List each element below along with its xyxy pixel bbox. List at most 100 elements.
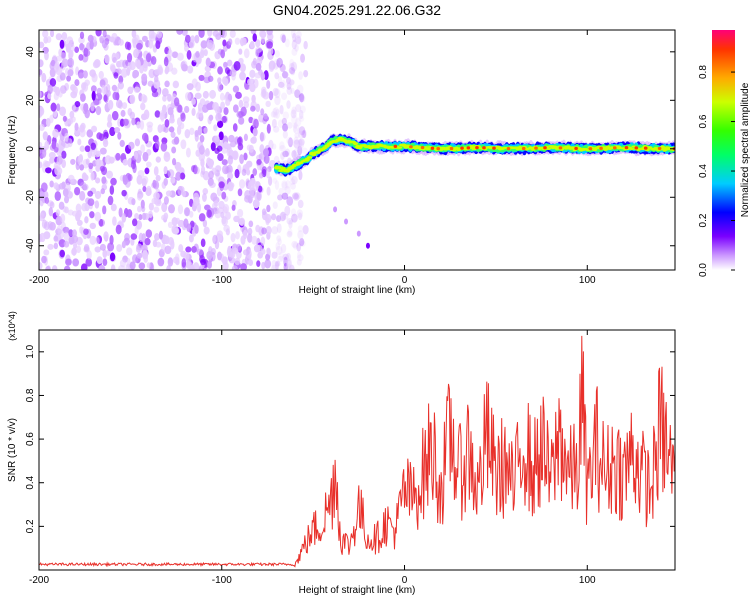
noise-speckle [235,231,240,240]
noise-speckle [297,212,303,221]
noise-speckle [222,164,229,175]
noise-speckle [68,229,74,238]
noise-speckle [217,153,224,162]
noise-speckle [212,30,220,37]
noise-speckle [222,203,230,214]
noise-speckle [172,158,177,166]
noise-speckle [191,98,196,105]
noise-speckle [249,40,255,49]
noise-speckle [238,217,246,227]
noise-speckle [261,208,267,216]
noise-speckle [223,141,229,150]
stray-point [344,218,349,225]
noise-speckle [41,255,47,264]
noise-speckle [166,62,174,72]
noise-speckle [227,38,233,46]
noise-speckle [297,138,303,149]
noise-speckle [265,225,272,235]
noise-speckle [280,63,286,71]
noise-speckle [59,106,67,117]
noise-speckle [294,192,301,200]
noise-speckle [83,102,89,113]
trace-peak [624,146,629,150]
noise-speckle [147,125,153,133]
noise-speckle [266,123,271,134]
noise-speckle [49,201,55,209]
noise-speckle [241,37,247,46]
noise-speckle [173,136,180,145]
noise-speckle [161,214,167,221]
trace-mark [352,142,359,146]
noise-speckle [122,118,129,126]
noise-speckle [222,39,227,47]
trace-peak [543,146,547,150]
noise-speckle [268,139,274,150]
noise-speckle [186,83,194,91]
noise-speckle [251,136,257,144]
noise-speckle [145,53,152,63]
noise-speckle [120,109,126,117]
noise-speckle [273,111,279,119]
noise-speckle [294,89,301,99]
noise-speckle [101,39,108,49]
noise-speckle [132,218,138,227]
trace-peak [449,146,454,151]
noise-speckle [41,219,48,229]
noise-speckle [271,213,277,221]
noise-speckle [247,233,253,243]
noise-speckle [136,243,143,251]
noise-speckle [48,151,56,159]
noise-speckle [49,180,54,188]
noise-speckle [295,36,302,45]
noise-speckle [279,144,286,152]
noise-speckle [232,104,239,113]
noise-speckle [232,123,238,132]
stray-point [365,242,370,249]
noise-speckle [294,35,302,45]
trace-peak [430,146,435,150]
noise-speckle [234,257,241,266]
noise-speckle [298,138,305,146]
noise-speckle [57,229,65,239]
noise-speckle [281,181,288,191]
noise-speckle [290,68,296,76]
noise-speckle [265,168,270,179]
noise-speckle [43,249,50,256]
noise-speckle [90,101,95,112]
noise-speckle [184,129,191,139]
noise-speckle [132,38,137,49]
noise-speckle [250,105,256,112]
noise-speckle [198,213,206,222]
noise-speckle [126,209,133,218]
noise-speckle [99,147,107,155]
noise-speckle [212,102,219,111]
noise-speckle [39,233,43,243]
noise-speckle [199,134,205,143]
noise-speckle [267,176,273,186]
noise-speckle [87,190,94,197]
noise-speckle [195,50,200,58]
trace-peak [521,146,526,151]
noise-speckle [265,253,271,261]
noise-speckle [302,224,309,235]
noise-speckle [257,185,263,193]
noise-speckle [260,236,266,246]
noise-speckle [90,85,97,93]
noise-speckle [114,127,121,134]
noise-speckle [41,72,47,83]
noise-speckle [88,162,94,170]
noise-speckle [95,105,102,116]
noise-speckle [59,72,66,81]
noise-speckle [284,38,290,48]
noise-speckle [62,115,67,122]
noise-speckle [298,71,303,80]
noise-speckle [248,144,254,153]
x-tick-label: -100 [212,575,232,586]
noise-speckle [83,228,89,235]
noise-speckle [229,30,236,38]
noise-speckle [143,109,150,120]
x-tick-label: 0 [402,575,408,586]
noise-speckle [167,169,175,178]
noise-speckle [286,196,294,206]
noise-speckle [80,93,86,102]
